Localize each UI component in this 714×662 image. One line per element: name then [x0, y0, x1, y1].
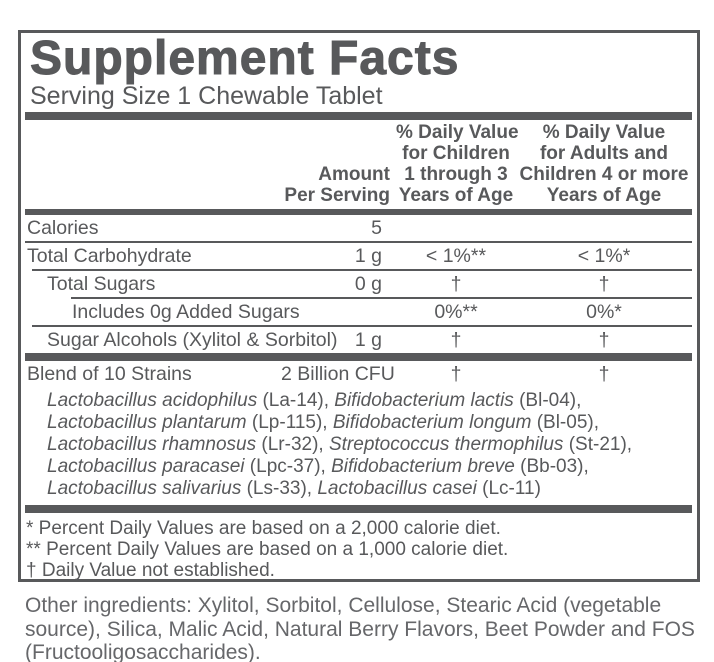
footnotes: * Percent Daily Values are based on a 2,…	[25, 513, 692, 581]
nutrient-label: Calories	[27, 216, 99, 239]
strain-name: Bifidobacterium longum	[332, 412, 532, 433]
strain-line: Lactobacillus acidophilus (La-14), Bifid…	[47, 390, 582, 411]
amount-column-header: Amount Per Serving	[281, 164, 396, 206]
strain-name: Bifidobacterium lactis	[334, 390, 514, 411]
dv-adults-value: †	[598, 272, 610, 295]
divider-medium-header	[25, 209, 692, 215]
strain-name: Streptococcus thermophilus	[328, 434, 564, 455]
strain-name: Lactobacillus salivarius	[47, 478, 242, 499]
header-line: Years of Age	[398, 185, 514, 206]
blend-label: Blend of 10 Strains	[27, 362, 192, 385]
header-line: for Children	[402, 143, 510, 164]
strain-list: Lactobacillus acidophilus (La-14), Bifid…	[25, 387, 692, 505]
strain-line: Lactobacillus plantarum (Lp-115), Bifido…	[47, 412, 599, 433]
strain-name: Lactobacillus plantarum	[47, 412, 247, 433]
nutrient-rows: Calories 5 Total Carbohydrate 1 g < 1%** < 1%…	[25, 215, 692, 353]
nutrient-row: Total Carbohydrate 1 g < 1%** < 1%*	[25, 243, 692, 269]
header-line: Amount	[318, 164, 390, 185]
strain-line: Lactobacillus salivarius (Ls-33), Lactob…	[47, 478, 541, 499]
nutrient-row: Total Sugars 0 g † †	[25, 271, 692, 297]
nutrient-label: Includes 0g Added Sugars	[72, 300, 300, 323]
blend-row: Blend of 10 Strains 2 Billion CFU † †	[25, 361, 692, 387]
nutrient-row: Sugar Alcohols (Xylitol & Sorbitol) 1 g † †	[25, 327, 692, 353]
blend-dv-children-value: †	[450, 362, 462, 385]
dv-children-value: †	[450, 272, 462, 295]
header-line: % Daily Value	[396, 122, 519, 143]
nutrient-row: Includes 0g Added Sugars 0%** 0%*	[25, 299, 692, 325]
footnote-line: ** Percent Daily Values are based on a 1…	[26, 539, 509, 560]
nutrient-label: Sugar Alcohols (Xylitol & Sorbitol)	[47, 328, 338, 351]
blend-dv-adults-value: †	[598, 362, 610, 385]
row-separator	[71, 297, 692, 299]
dv-adults-value: †	[598, 328, 610, 351]
strain-name: Lactobacillus paracasei	[47, 456, 245, 477]
footnote-line: † Daily Value not established.	[26, 560, 275, 581]
dv-children-value: †	[450, 328, 462, 351]
nutrient-row: Calories 5	[25, 215, 692, 241]
blend-amount: 2 Billion CFU	[281, 362, 395, 385]
nutrient-amount: 1 g	[354, 244, 382, 267]
strain-name: Lactobacillus casei	[317, 478, 477, 499]
divider-thick-footnotes	[25, 505, 692, 513]
strain-line: Lactobacillus rhamnosus (Lr-32), Strepto…	[47, 434, 633, 455]
header-line: for Adults and	[539, 143, 669, 164]
dv-adults-value: 0%*	[586, 300, 622, 323]
strain-name: Lactobacillus acidophilus	[47, 390, 258, 411]
divider-thick-blend	[25, 353, 692, 361]
strain-name: Lactobacillus rhamnosus	[47, 434, 257, 455]
strain-name: Bifidobacterium breve	[331, 456, 515, 477]
column-headers: Amount Per Serving % Daily Value for Child…	[25, 120, 692, 209]
nutrient-label: Total Sugars	[47, 272, 156, 295]
row-separator	[32, 269, 692, 271]
footnote-line: * Percent Daily Values are based on a 2,…	[26, 518, 501, 539]
header-line: Children 4 or more	[519, 164, 689, 185]
dv-adults-column-header: % Daily Value for Adults and Children 4 or…	[516, 122, 692, 206]
supplement-facts-panel: Supplement Facts Serving Size 1 Chewable…	[18, 30, 700, 582]
nutrient-label: Total Carbohydrate	[27, 244, 192, 267]
header-line: Per Serving	[284, 185, 390, 206]
strain-line: Lactobacillus paracasei (Lpc-37), Bifido…	[47, 456, 589, 477]
nutrient-amount: 5	[371, 216, 382, 239]
header-line: % Daily Value	[542, 122, 666, 143]
divider-thick-top	[25, 112, 692, 120]
nutrient-amount: 0 g	[354, 272, 382, 295]
dv-children-column-header: % Daily Value for Children 1 through 3 Year…	[396, 122, 519, 206]
serving-size: Serving Size 1 Chewable Tablet	[30, 82, 383, 110]
nutrient-amount: 1 g	[354, 328, 382, 351]
dv-children-value: 0%**	[434, 300, 478, 323]
header-line: Years of Age	[546, 185, 662, 206]
header-line: 1 through 3	[404, 164, 508, 185]
dv-children-value: < 1%**	[425, 244, 487, 267]
panel-title: Supplement Facts	[30, 32, 460, 85]
row-separator	[32, 325, 692, 327]
row-separator	[25, 241, 692, 243]
other-ingredients: Other ingredients: Xylitol, Sorbitol, Ce…	[25, 594, 695, 662]
dv-adults-value: < 1%*	[577, 244, 631, 267]
